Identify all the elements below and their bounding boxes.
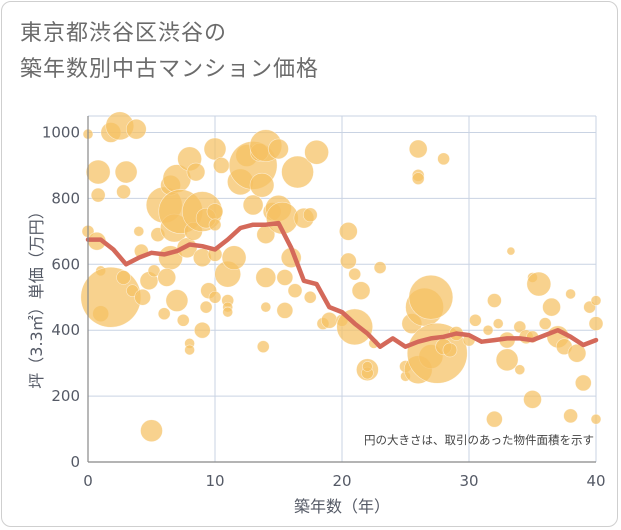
bubble-point-112 (492, 318, 504, 329)
bubble-point-28 (157, 268, 177, 287)
grid-lines (88, 115, 597, 462)
bubble-point-115 (506, 246, 516, 256)
chart-title: 東京都渋谷区渋谷の 築年数別中古マンション価格 (20, 16, 580, 88)
bubble-point-123 (538, 317, 552, 330)
bubble-point-109 (482, 324, 494, 336)
bubble-point-58 (242, 194, 264, 216)
bubble-point-82 (339, 222, 358, 241)
bubble-point-105 (442, 342, 458, 358)
bubble-point-48 (208, 290, 222, 304)
bubble-point-103 (437, 152, 450, 166)
bubble-point-110 (487, 293, 502, 308)
bubble-point-100 (408, 274, 454, 320)
bubble-point-42 (199, 300, 213, 314)
bubble-point-54 (221, 245, 247, 270)
chart-title-line-2: 築年数別中古マンション価格 (20, 57, 320, 82)
bubble-point-70 (276, 269, 294, 286)
bubble-point-80 (320, 312, 338, 329)
y-tick-label-0: 0 (70, 453, 80, 471)
bubble-point-132 (590, 295, 602, 306)
bubble-point-53 (222, 306, 233, 318)
bubble-point-120 (523, 390, 542, 409)
bubble-point-133 (588, 316, 604, 331)
bubble-point-13 (116, 270, 131, 285)
bubble-point-127 (563, 408, 578, 424)
x-tick-label-0: 0 (83, 472, 93, 490)
y-tick-label-5: 1000 (42, 123, 80, 141)
bubble-point-128 (565, 288, 576, 300)
bubble-point-97 (411, 172, 425, 185)
bubble-point-37 (186, 162, 206, 182)
bubble-point-17 (134, 288, 151, 306)
bubble-point-89 (362, 361, 373, 372)
bubble-point-46 (208, 218, 222, 232)
bubble-point-67 (268, 138, 289, 160)
bubble-point-2 (85, 159, 111, 185)
bubble-point-49 (213, 157, 230, 174)
bubble-size-note: 円の大きさは、取引のあった物件面積を示す (364, 433, 594, 447)
bubble-point-63 (255, 267, 277, 288)
bubble-point-95 (408, 139, 428, 159)
y-tick-label-2: 400 (51, 321, 80, 339)
bubble-point-73 (287, 283, 303, 298)
bubble-point-65 (260, 301, 272, 313)
bubble-point-45 (206, 203, 224, 220)
x-axis-title: 築年数（年） (294, 497, 390, 516)
bubble-point-83 (340, 252, 357, 270)
y-tick-label-1: 200 (51, 387, 80, 405)
bubble-point-85 (348, 267, 362, 281)
bubble-point-20 (147, 264, 161, 278)
y-axis-title: 坪（3.3㎡）単価（万円） (27, 203, 46, 388)
bubble-point-86 (351, 281, 371, 300)
bubble-point-19 (140, 419, 163, 442)
bubble-point-43 (194, 321, 211, 339)
x-tick-label-3: 30 (459, 472, 478, 490)
bubble-point-29 (165, 289, 189, 312)
axes (87, 116, 596, 463)
x-tick-label-4: 40 (586, 472, 605, 490)
bubble-point-134 (590, 413, 602, 425)
bubble-point-31 (176, 314, 190, 327)
bubble-point-76 (302, 207, 318, 223)
bubble-point-117 (514, 364, 526, 376)
bubble-point-113 (495, 348, 519, 372)
bubble-point-12 (116, 184, 131, 200)
bubble-point-78 (304, 139, 329, 165)
bubble-point-7 (80, 266, 142, 328)
x-tick-label-1: 10 (205, 472, 224, 490)
bubble-point-4 (90, 187, 106, 203)
chart-title-line-1: 東京都渋谷区渋谷の (20, 21, 228, 46)
y-tick-label-3: 600 (51, 255, 80, 273)
bubble-point-91 (373, 261, 387, 274)
bubble-point-30 (157, 307, 171, 321)
bubble-point-124 (542, 297, 561, 317)
bubble-point-15 (133, 226, 145, 237)
bubble-point-129 (567, 343, 587, 363)
trend-line (85, 220, 599, 349)
bubble-point-71 (276, 302, 294, 319)
bubble-point-36 (184, 344, 195, 356)
bubble-point-108 (469, 314, 482, 327)
bubble-point-122 (526, 271, 552, 297)
bubble-point-74 (281, 155, 314, 189)
bubble-point-111 (486, 410, 503, 428)
bubble-point-11 (114, 160, 138, 184)
bubble-point-64 (256, 340, 270, 353)
y-tick-label-4: 800 (51, 189, 80, 207)
trend-line-group (85, 220, 599, 349)
bubble-point-10 (125, 118, 147, 140)
bubble-point-60 (249, 172, 275, 198)
bubble-point-44 (203, 137, 227, 161)
bubble-point-130 (574, 374, 592, 392)
bubble-point-77 (303, 290, 317, 304)
bubble-point-116 (513, 320, 527, 334)
x-tick-label-2: 20 (332, 472, 351, 490)
